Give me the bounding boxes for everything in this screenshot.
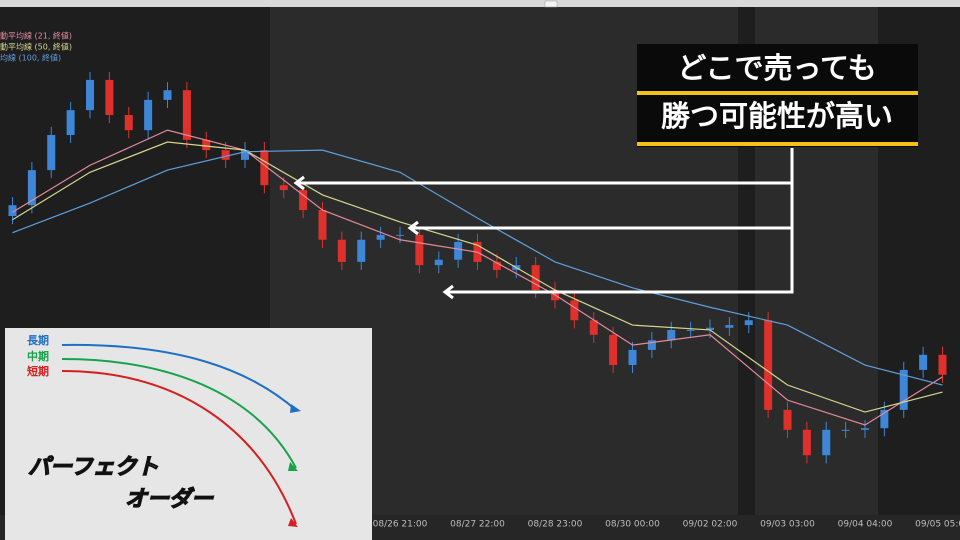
x-tick-label: 08/27 22:00 <box>450 520 505 530</box>
arrow-head <box>442 284 454 300</box>
callout-text: どこで売っても <box>677 51 876 85</box>
candle-body <box>861 428 869 430</box>
legend-entry: 均線 (100, 終値) <box>0 53 61 63</box>
callout-stripe <box>637 91 918 95</box>
candle-body <box>822 429 831 456</box>
candle-body <box>454 241 463 260</box>
candle-body <box>182 90 191 140</box>
candle-body <box>783 409 792 430</box>
candle-body <box>764 320 773 410</box>
moving-average <box>12 141 943 413</box>
candle-body <box>144 99 153 131</box>
callout-box <box>637 44 918 147</box>
candle-body <box>880 409 889 429</box>
inset-arrow-head <box>288 518 298 527</box>
candle-body <box>802 429 811 456</box>
top-bar <box>0 0 960 7</box>
callout-stripe <box>637 142 918 146</box>
x-tick-label: 08/30 00:00 <box>605 520 660 530</box>
inset-curve <box>61 343 297 411</box>
candle-body <box>841 429 850 431</box>
x-tick-label: 09/02 02:00 <box>683 520 738 530</box>
legend-entry: 動平均線 (50, 終値) <box>0 42 72 52</box>
legend-entry: 動平均線 (21, 終値) <box>0 31 72 41</box>
candle-body <box>66 110 75 135</box>
candle-body <box>434 259 443 266</box>
x-tick-label: 08/28 23:00 <box>528 520 583 530</box>
inset-panel <box>5 328 372 540</box>
inset-title: パーフェクト <box>28 455 159 480</box>
candle-body <box>337 239 346 262</box>
candle-body <box>299 190 308 211</box>
moving-average <box>12 129 943 426</box>
candle-body <box>221 150 230 160</box>
candle-body <box>415 234 424 266</box>
arrow-head <box>293 175 305 191</box>
arrow <box>445 148 794 294</box>
candle-body <box>357 239 366 262</box>
candle-body <box>667 329 676 341</box>
candle-body <box>124 115 133 131</box>
candle-body <box>492 261 501 270</box>
candle-body <box>531 265 540 290</box>
x-tick-label: 09/04 04:00 <box>838 520 893 530</box>
inset-arrow-head <box>288 462 298 471</box>
candle-body <box>202 139 211 151</box>
inset-curve <box>61 358 297 469</box>
candle-body <box>725 325 734 328</box>
candle-body <box>570 300 579 321</box>
candle-body <box>609 334 618 366</box>
candle-body <box>589 320 598 335</box>
candle-body <box>260 150 269 186</box>
inset-arrow-head <box>290 404 301 413</box>
arrow-head <box>407 220 419 236</box>
candle-body <box>47 135 56 171</box>
candle-body <box>86 79 94 111</box>
candle-body <box>706 327 714 330</box>
candle-body <box>899 369 908 410</box>
inset-label: 中期 <box>27 349 49 363</box>
inset-curve <box>61 370 297 525</box>
candle-body <box>105 79 114 116</box>
candle-body <box>163 90 172 100</box>
inset-label: 短期 <box>27 364 49 378</box>
inset-label: 長期 <box>27 333 49 347</box>
x-tick-label: 08/26 21:00 <box>373 520 428 530</box>
candle-body <box>919 354 928 370</box>
candle-body <box>938 354 947 375</box>
candle-body <box>396 234 404 236</box>
candle-body <box>686 329 695 331</box>
callout-text: 勝つ可能性が高い <box>661 99 893 133</box>
candle-body <box>376 234 385 240</box>
candle-body <box>8 205 17 216</box>
moving-average <box>12 149 943 386</box>
candle-body <box>628 349 637 366</box>
candle-body <box>279 185 288 191</box>
x-tick-label: 09/05 05:00 <box>915 520 960 530</box>
x-tick-label: 09/03 03:00 <box>760 520 815 530</box>
candle-body <box>647 340 656 350</box>
candle-body <box>744 320 753 326</box>
candle-body <box>241 150 249 160</box>
candle-body <box>318 210 327 240</box>
collapse-button[interactable] <box>544 0 558 8</box>
arrows <box>293 148 794 300</box>
inset-title: オーダー <box>125 486 214 512</box>
candle-body <box>27 170 36 206</box>
